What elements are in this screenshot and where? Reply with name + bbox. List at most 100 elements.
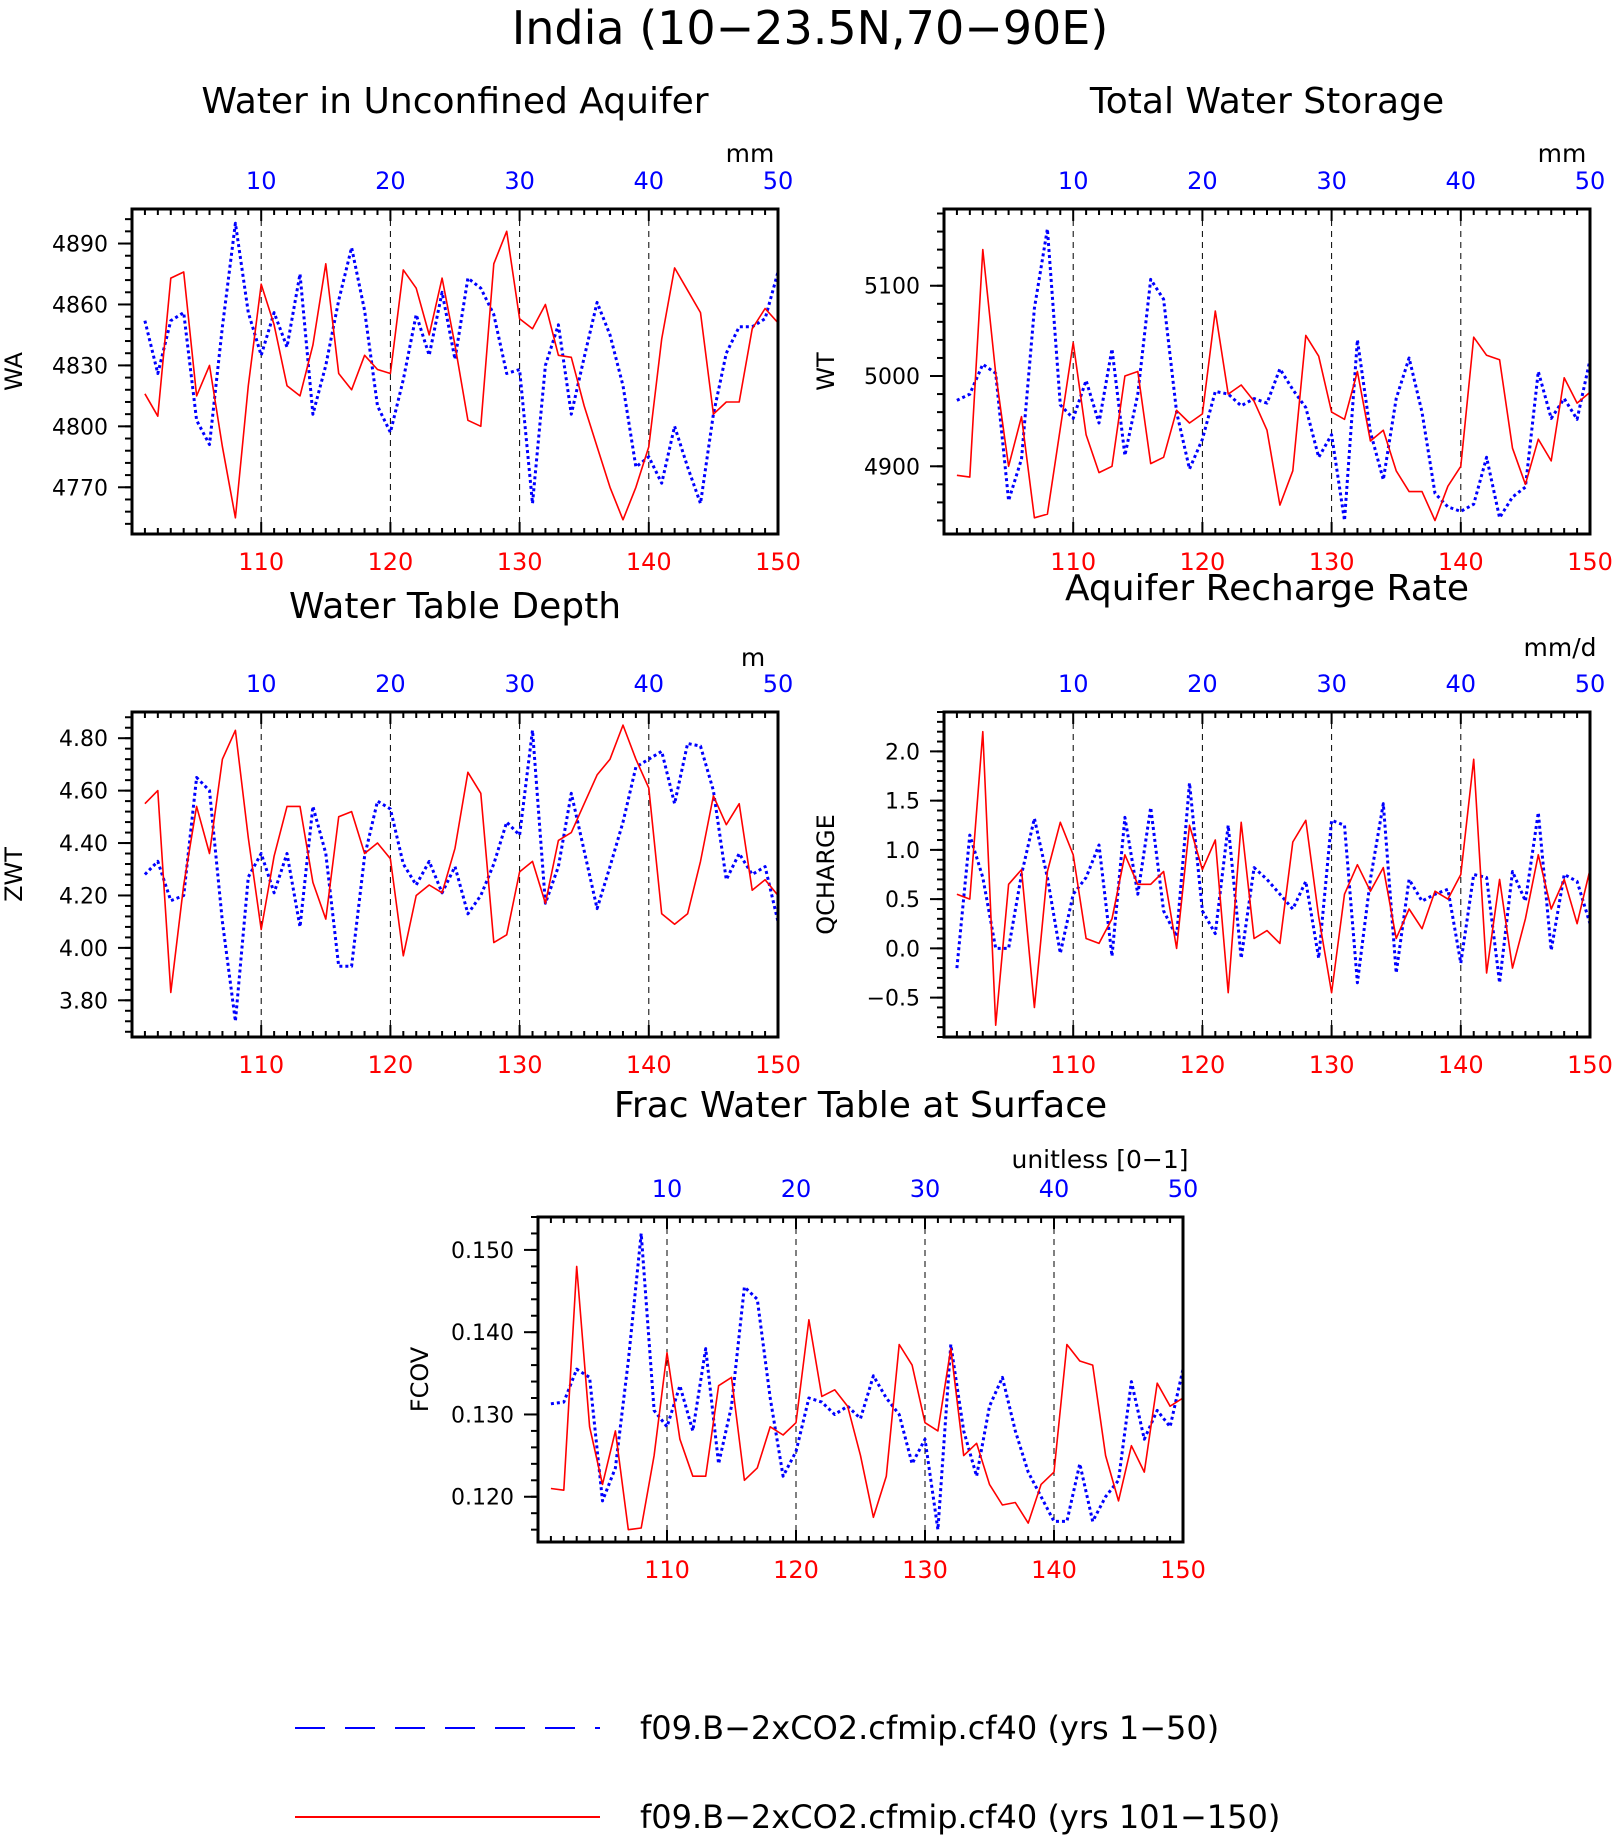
legend-label: f09.B−2xCO2.cfmip.cf40 (yrs 101−150) <box>640 1798 1280 1836</box>
bottom-tick-label: 120 <box>773 1556 819 1584</box>
series-line-yrs-101-150 <box>144 230 779 521</box>
bottom-tick-label: 150 <box>1160 1556 1206 1584</box>
top-tick-label: 50 <box>763 670 794 698</box>
top-tick-label: 30 <box>1316 670 1347 698</box>
top-tick-label: 30 <box>1316 167 1347 195</box>
top-tick-label: 30 <box>504 670 535 698</box>
plot-frame <box>942 710 1592 1039</box>
top-tick-label: 20 <box>781 1175 812 1203</box>
y-tick-label: 0.0 <box>885 937 920 962</box>
panel-units: mm <box>1538 139 1587 168</box>
y-tick-label: 4830 <box>52 354 108 379</box>
bottom-tick-label: 110 <box>1050 548 1096 576</box>
series-line-yrs-1-50 <box>956 227 1592 522</box>
chart-panel: Aquifer Recharge Rate mm/d QCHARGE −0.5 0.0 0… <box>812 568 1613 1079</box>
top-tick-label: 20 <box>1187 167 1218 195</box>
y-axis-label: FCOV <box>406 1346 434 1412</box>
top-tick-label: 40 <box>634 670 665 698</box>
top-tick-label: 20 <box>375 670 406 698</box>
y-tick-label: 0.130 <box>451 1403 514 1428</box>
top-tick-label: 40 <box>1446 670 1477 698</box>
top-tick-label: 50 <box>763 167 794 195</box>
bottom-tick-label: 150 <box>1567 548 1613 576</box>
top-tick-label: 20 <box>1187 670 1218 698</box>
top-tick-label: 30 <box>504 167 535 195</box>
y-tick-label: 4770 <box>52 476 108 501</box>
bottom-tick-label: 130 <box>902 1556 948 1584</box>
y-tick-label: 4890 <box>52 233 108 258</box>
legend-label: f09.B−2xCO2.cfmip.cf40 (yrs 1−50) <box>640 1709 1219 1747</box>
chart-panel: Water Table Depth m ZWT 3.80 4.00 4.20 4.40 4.6… <box>0 586 801 1079</box>
plot-frame <box>130 710 780 1039</box>
top-tick-label: 20 <box>375 167 406 195</box>
panel-units: m <box>741 643 765 672</box>
bottom-tick-label: 120 <box>1179 1051 1225 1079</box>
y-tick-label: 5100 <box>864 275 920 300</box>
bottom-tick-label: 110 <box>238 1051 284 1079</box>
chart-panel: Total Water Storage mm WT 4900 5000 5100 10 20 3… <box>812 81 1613 576</box>
panels: Water in Unconfined Aquifer mm WA 4770 4800 4… <box>0 81 1613 1584</box>
top-tick-label: 30 <box>910 1175 941 1203</box>
y-tick-label: 2.0 <box>885 740 920 765</box>
panel-title: Frac Water Table at Surface <box>614 1085 1107 1126</box>
y-axis-label: WA <box>0 352 28 391</box>
bottom-tick-label: 140 <box>626 1051 672 1079</box>
series-line-yrs-1-50 <box>550 1232 1185 1532</box>
top-tick-label: 40 <box>1039 1175 1070 1203</box>
plot-frame <box>942 207 1592 536</box>
y-tick-label: 0.120 <box>451 1486 514 1511</box>
y-tick-label: 4.20 <box>59 884 108 909</box>
bottom-tick-label: 140 <box>1438 1051 1484 1079</box>
panel-units: mm/d <box>1524 633 1597 662</box>
top-tick-label: 10 <box>1058 670 1089 698</box>
y-tick-label: 0.150 <box>451 1239 514 1264</box>
top-tick-label: 10 <box>246 670 277 698</box>
y-tick-label: 4860 <box>52 293 108 318</box>
series-line-yrs-1-50 <box>143 221 780 505</box>
y-tick-label: 4800 <box>52 415 108 440</box>
bottom-tick-label: 110 <box>1050 1051 1096 1079</box>
top-tick-label: 50 <box>1575 167 1606 195</box>
bottom-tick-label: 120 <box>367 1051 413 1079</box>
top-tick-label: 10 <box>1058 167 1089 195</box>
bottom-tick-label: 130 <box>1309 1051 1355 1079</box>
y-tick-label: 0.140 <box>451 1321 514 1346</box>
figure-title: India (10−23.5N,70−90E) <box>512 1 1109 55</box>
bottom-tick-label: 120 <box>367 548 413 576</box>
bottom-tick-label: 110 <box>644 1556 690 1584</box>
y-tick-label: −0.5 <box>867 987 920 1012</box>
plot-frame <box>536 1215 1185 1544</box>
series-line-yrs-101-150 <box>956 730 1591 1026</box>
bottom-tick-label: 150 <box>755 548 801 576</box>
bottom-tick-label: 120 <box>1179 548 1225 576</box>
top-tick-label: 50 <box>1168 1175 1199 1203</box>
chart-panel: Frac Water Table at Surface unitless [0−1… <box>406 1085 1206 1584</box>
y-tick-label: 3.80 <box>59 989 108 1014</box>
bottom-tick-label: 130 <box>1309 548 1355 576</box>
bottom-tick-label: 130 <box>497 548 543 576</box>
panel-title: Water Table Depth <box>289 586 621 627</box>
bottom-tick-label: 110 <box>238 548 284 576</box>
panel-title: Total Water Storage <box>1089 81 1444 122</box>
series-line-yrs-101-150 <box>956 248 1591 522</box>
y-tick-label: 0.5 <box>885 888 920 913</box>
series-line-yrs-101-150 <box>550 1265 1184 1531</box>
panel-title: Water in Unconfined Aquifer <box>201 81 708 122</box>
y-tick-label: 4.00 <box>59 937 108 962</box>
series-line-yrs-1-50 <box>143 728 780 1023</box>
legend: f09.B−2xCO2.cfmip.cf40 (yrs 1−50) f09.B−2… <box>295 1709 1280 1836</box>
top-tick-label: 40 <box>634 167 665 195</box>
y-tick-label: 4.60 <box>59 780 108 805</box>
bottom-tick-label: 140 <box>1438 548 1484 576</box>
y-tick-label: 5000 <box>864 365 920 390</box>
bottom-tick-label: 140 <box>626 548 672 576</box>
y-axis-label: WT <box>812 352 840 391</box>
top-tick-label: 10 <box>652 1175 683 1203</box>
top-tick-label: 40 <box>1446 167 1477 195</box>
y-tick-label: 1.0 <box>885 839 920 864</box>
y-tick-label: 4.40 <box>59 832 108 857</box>
panel-units: unitless [0−1] <box>1011 1145 1188 1174</box>
series-line-yrs-101-150 <box>144 724 779 994</box>
bottom-tick-label: 150 <box>1567 1051 1613 1079</box>
